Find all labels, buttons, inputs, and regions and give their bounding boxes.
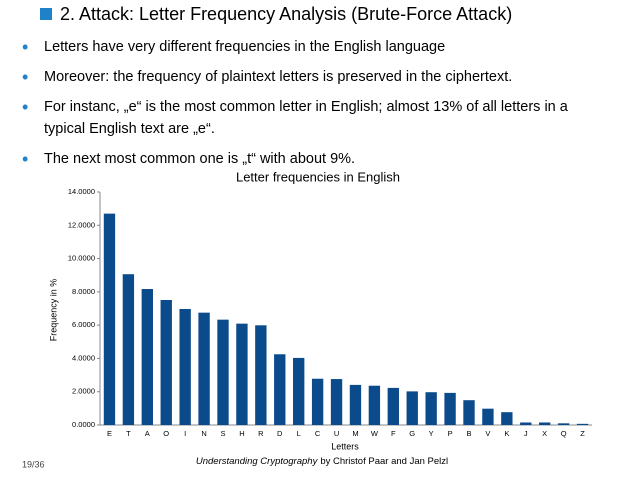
footer-book: Understanding Cryptography	[196, 456, 319, 467]
x-tick-label: Z	[580, 429, 585, 438]
x-tick-label: M	[352, 429, 358, 438]
bar	[463, 400, 475, 425]
x-tick-label: H	[239, 429, 244, 438]
x-tick-label: R	[258, 429, 264, 438]
x-tick-label: X	[542, 429, 547, 438]
x-tick-label: B	[466, 429, 471, 438]
bar	[406, 391, 418, 425]
bullet-dot: •	[22, 67, 29, 87]
bullet: • Moreover: the frequency of plaintext le…	[22, 66, 568, 88]
x-tick-label: A	[145, 429, 150, 438]
bar	[141, 289, 153, 425]
x-tick-label: J	[524, 429, 528, 438]
page-number: 19/36	[22, 459, 45, 469]
x-tick-label: L	[297, 429, 301, 438]
bullet-line: The next most common one is „t“ with abo…	[44, 151, 356, 167]
bullet-dot: •	[22, 97, 29, 117]
x-tick-label: Q	[561, 429, 567, 438]
x-tick-label: O	[163, 429, 169, 438]
x-tick-label: I	[184, 429, 186, 438]
x-tick-label: T	[126, 429, 131, 438]
bullet-dot: •	[22, 149, 29, 169]
y-tick-label: 2.0000	[72, 387, 95, 396]
bar	[179, 308, 191, 425]
y-tick-label: 8.0000	[72, 287, 95, 296]
bullet: • For instanc, „e“ is the most common let…	[22, 96, 568, 140]
bar	[482, 408, 494, 425]
bar	[576, 423, 589, 425]
bar	[198, 312, 210, 425]
bar	[539, 422, 551, 425]
bullet: • The next most common one is „t“ with ab…	[22, 148, 568, 170]
x-tick-label: K	[504, 429, 509, 438]
footer: Understanding Cryptography by Christof Pa…	[196, 456, 448, 467]
bar	[122, 274, 135, 425]
bar	[217, 319, 229, 425]
x-tick-label: V	[485, 429, 490, 438]
bar	[349, 384, 362, 425]
y-tick-label: 6.0000	[72, 320, 95, 329]
bullet-list: • Letters have very different frequencies…	[22, 36, 568, 178]
y-tick-label: 10.0000	[68, 254, 95, 263]
bar	[274, 354, 286, 425]
chart-title: Letter frequencies in English	[236, 169, 400, 184]
x-tick-label: E	[107, 429, 112, 438]
bullet: • Letters have very different frequencies…	[22, 36, 568, 58]
y-tick-label: 12.0000	[68, 220, 95, 229]
bullet-line: For instanc, „e“ is the most common lett…	[44, 99, 568, 115]
x-tick-label: N	[201, 429, 206, 438]
x-tick-label: F	[391, 429, 396, 438]
bar	[425, 392, 437, 425]
bar	[103, 213, 116, 425]
y-tick-label: 14.0000	[68, 187, 95, 196]
x-tick-label: G	[409, 429, 415, 438]
bar	[311, 378, 324, 425]
x-tick-label: D	[277, 429, 283, 438]
bullet-line: Moreover: the frequency of plaintext let…	[44, 69, 513, 85]
bar	[444, 392, 456, 425]
x-tick-label: U	[334, 429, 339, 438]
slide-title: 2. Attack: Letter Frequency Analysis (Br…	[60, 4, 513, 24]
bar	[160, 300, 172, 425]
y-tick-label: 0.0000	[72, 420, 95, 429]
bar	[293, 357, 305, 425]
y-tick-label: 4.0000	[72, 353, 95, 362]
footer-authors: by Christof Paar and Jan Pelzl	[320, 456, 448, 467]
bar	[255, 325, 267, 425]
bar	[368, 385, 381, 425]
bullet-line: Letters have very different frequencies …	[44, 39, 446, 55]
bullet-dot: •	[22, 37, 29, 57]
x-tick-label: C	[315, 429, 321, 438]
x-tick-label: S	[220, 429, 225, 438]
y-axis-label: Frequency in %	[48, 279, 58, 342]
bar	[236, 323, 248, 425]
x-tick-label: W	[371, 429, 379, 438]
x-tick-label: P	[448, 429, 453, 438]
bullet-line: typical English text are „e“.	[44, 121, 215, 137]
title-marker	[40, 8, 52, 20]
bar	[557, 423, 570, 425]
bar	[330, 379, 343, 425]
bar	[501, 412, 513, 425]
bar	[387, 387, 399, 425]
bar	[520, 422, 532, 425]
x-tick-label: Y	[429, 429, 434, 438]
x-axis-label: Letters	[331, 441, 359, 451]
